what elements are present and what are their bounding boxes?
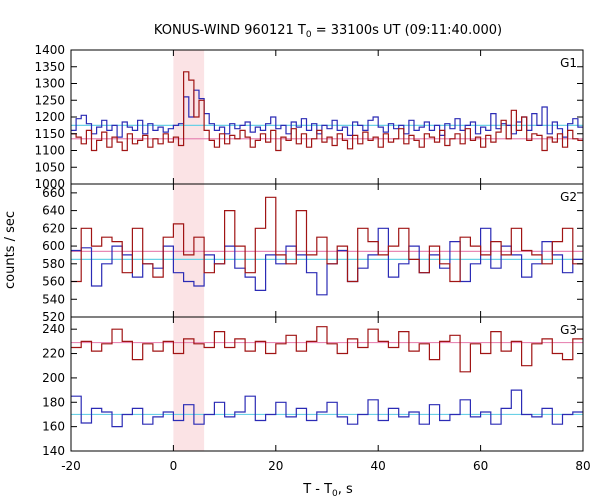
y-tick-label: 1050 <box>34 160 65 174</box>
x-axis-label: T - T0, s <box>302 482 353 499</box>
y-tick-label: 240 <box>42 322 65 336</box>
y-tick-label: 580 <box>42 257 65 271</box>
y-tick-label: 140 <box>42 444 65 458</box>
y-tick-label: 160 <box>42 420 65 434</box>
series-layer <box>71 71 583 428</box>
series-red-g3 <box>71 326 583 373</box>
panel-label-g3: G3 <box>560 323 577 337</box>
y-tick-label: 1250 <box>34 93 65 107</box>
x-tick-label: -20 <box>61 459 81 473</box>
y-tick-label: 640 <box>42 204 65 218</box>
y-axis-label: counts / sec <box>3 211 18 289</box>
shaded-interval-g3 <box>173 317 205 451</box>
panel-label-g2: G2 <box>560 190 577 204</box>
y-tick-label: 600 <box>42 239 65 253</box>
y-tick-label: 1350 <box>34 60 65 74</box>
y-tick-label: 180 <box>42 395 65 409</box>
y-tick-label: 1400 <box>34 43 65 57</box>
y-tick-label: 1100 <box>34 144 65 158</box>
y-tick-label: 560 <box>42 275 65 289</box>
y-tick-label: 1150 <box>34 127 65 141</box>
series-blue-g3 <box>71 389 583 428</box>
series-blue-g2 <box>71 227 583 296</box>
y-tick-label: 1000 <box>34 177 65 191</box>
panel-frame-g1 <box>70 49 584 185</box>
panel-frame-g3 <box>70 316 584 452</box>
y-tick-label: 660 <box>42 186 65 200</box>
series-red-g2 <box>71 196 583 283</box>
y-tick-label: 620 <box>42 221 65 235</box>
y-tick-label: 1200 <box>34 110 65 124</box>
series-blue-g1 <box>71 89 583 138</box>
y-tick-label: 200 <box>42 371 65 385</box>
y-tick-label: 540 <box>42 292 65 306</box>
x-tick-label: 20 <box>268 459 283 473</box>
y-tick-label: 1300 <box>34 77 65 91</box>
axis-ticks <box>70 49 584 452</box>
panel-label-g1: G1 <box>560 56 577 70</box>
shaded-interval-g2 <box>173 184 205 317</box>
y-tick-label: 520 <box>42 310 65 324</box>
x-tick-label: 0 <box>170 459 178 473</box>
y-tick-label: 220 <box>42 347 65 361</box>
x-tick-label: 40 <box>371 459 386 473</box>
x-tick-label: 60 <box>473 459 488 473</box>
axis-labels: 100010501100115012001250130013501400G152… <box>34 43 590 473</box>
series-red-g1 <box>71 71 583 152</box>
x-tick-label: 80 <box>575 459 590 473</box>
chart-title: KONUS-WIND 960121 T0 = 33100s UT (09:11:… <box>154 23 502 40</box>
